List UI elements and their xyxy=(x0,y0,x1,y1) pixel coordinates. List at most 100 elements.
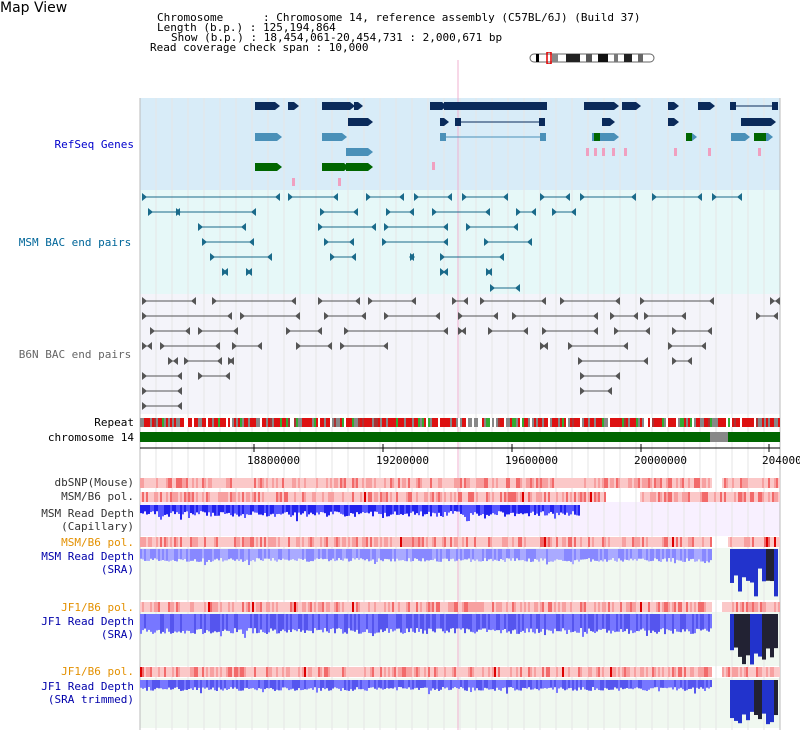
polymorphism-cell xyxy=(462,602,464,612)
polymorphism-cell xyxy=(512,667,514,677)
read-depth-bar xyxy=(208,680,210,690)
read-depth-bar xyxy=(278,505,280,514)
polymorphism-cell xyxy=(654,667,656,677)
read-depth-bar xyxy=(694,680,696,694)
jf1-depth-trimmed-label-1[interactable]: JF1 Read Depth xyxy=(41,680,134,693)
repeat-element xyxy=(718,418,720,427)
polymorphism-cell xyxy=(278,492,280,502)
gene-exon xyxy=(444,102,547,110)
jf1-pol-label[interactable]: JF1/B6 pol. xyxy=(61,601,134,614)
msm-depth-capillary-label-2[interactable]: (Capillary) xyxy=(61,520,134,533)
dbsnp-label[interactable]: dbSNP(Mouse) xyxy=(54,476,134,489)
read-depth-bar xyxy=(386,680,388,689)
polymorphism-cell xyxy=(304,478,306,488)
polymorphism-cell xyxy=(176,492,178,502)
refseq-genes-label[interactable]: RefSeq Genes xyxy=(54,138,134,151)
polymorphism-cell xyxy=(660,667,662,677)
read-depth-bar xyxy=(750,680,754,712)
polymorphism-cell xyxy=(286,492,288,502)
polymorphism-cell xyxy=(550,667,552,677)
polymorphism-cell xyxy=(384,602,386,612)
read-depth-bar xyxy=(626,614,628,629)
polymorphism-cell xyxy=(432,492,434,502)
polymorphism-cell xyxy=(268,667,270,677)
read-depth-bar xyxy=(262,614,264,633)
read-depth-bar xyxy=(196,549,198,562)
polymorphism-cell xyxy=(348,478,350,488)
read-depth-bar xyxy=(376,505,378,512)
repeat-element xyxy=(572,418,574,427)
polymorphism-cell xyxy=(348,667,350,677)
bac-end xyxy=(249,238,254,246)
b6n-bac-track[interactable] xyxy=(142,297,780,410)
msm-bac-track[interactable] xyxy=(142,193,742,292)
polymorphism-cell xyxy=(484,492,486,502)
repeat-label[interactable]: Repeat xyxy=(94,416,134,429)
polymorphism-cell xyxy=(226,602,228,612)
read-depth-bar xyxy=(560,505,562,513)
repeat-track[interactable] xyxy=(140,418,780,427)
msm-pol-label[interactable]: MSM/B6 pol. xyxy=(61,490,134,503)
read-depth-bar xyxy=(494,680,496,691)
gene-strand-arrow xyxy=(368,118,373,126)
read-depth-bar xyxy=(254,680,256,690)
read-depth-bar xyxy=(254,549,256,562)
read-depth-bar xyxy=(766,549,770,581)
coverage-tracks[interactable] xyxy=(140,478,780,725)
polymorphism-cell xyxy=(738,602,740,612)
chromosome-track-label[interactable]: chromosome 14 xyxy=(47,431,134,444)
b6n-bac-end-pairs-label[interactable]: B6N BAC end pairs xyxy=(18,348,132,361)
polymorphism-cell xyxy=(388,478,390,488)
polymorphism-cell xyxy=(616,667,618,677)
polymorphism-cell xyxy=(256,602,258,612)
repeat-element xyxy=(712,418,714,427)
polymorphism-cell xyxy=(164,667,166,677)
repeat-element xyxy=(332,418,334,427)
msm-pol-label-2[interactable]: MSM/B6 pol. xyxy=(61,536,134,549)
read-depth-bar xyxy=(214,549,216,560)
msm-bac-end-pairs-label[interactable]: MSM BAC end pairs xyxy=(18,236,132,249)
polymorphism-cell xyxy=(632,667,634,677)
repeat-element xyxy=(298,418,300,427)
chromosome-ideogram[interactable] xyxy=(528,52,658,64)
repeat-element xyxy=(604,418,606,427)
polymorphism-cell xyxy=(610,667,612,677)
read-depth-bar xyxy=(366,614,368,630)
msm-depth-capillary-label-1[interactable]: MSM Read Depth xyxy=(41,507,134,520)
polymorphism-cell xyxy=(328,478,330,488)
read-depth-bar xyxy=(682,614,684,630)
repeat-element xyxy=(200,418,202,427)
msm-depth-sra-label-2[interactable]: (SRA) xyxy=(100,563,134,576)
polymorphism-cell xyxy=(538,667,540,677)
read-depth-bar xyxy=(674,549,676,564)
read-depth-bar xyxy=(176,549,178,562)
jf1-depth-label-2[interactable]: (SRA) xyxy=(100,628,134,641)
polymorphism-cell xyxy=(242,667,244,677)
polymorphism-cell xyxy=(476,492,478,502)
polymorphism-cell xyxy=(646,478,648,488)
polymorphism-cell xyxy=(284,478,286,488)
gene-exon xyxy=(440,118,444,126)
polymorphism-cell xyxy=(540,478,542,488)
msm-depth-sra-label-1[interactable]: MSM Read Depth xyxy=(41,550,134,563)
chromosome-bar[interactable] xyxy=(140,432,780,452)
read-depth-bar xyxy=(392,680,394,689)
polymorphism-cell xyxy=(310,602,312,612)
refseq-genes-track[interactable] xyxy=(255,102,778,186)
polymorphism-cell xyxy=(768,602,770,612)
pseudogene-mark xyxy=(674,148,677,156)
jf1-depth-trimmed-label-2[interactable]: (SRA trimmed) xyxy=(47,693,134,706)
read-depth-bar xyxy=(522,614,524,631)
polymorphism-cell xyxy=(410,667,412,677)
jf1-depth-label-1[interactable]: JF1 Read Depth xyxy=(41,615,134,628)
gene-exon xyxy=(594,133,600,141)
read-depth-bar xyxy=(434,680,436,690)
jf1-pol-label-2[interactable]: JF1/B6 pol. xyxy=(61,665,134,678)
polymorphism-cell xyxy=(320,492,322,502)
read-depth-bar xyxy=(286,505,288,512)
polymorphism-cell xyxy=(494,537,496,547)
polymorphism-cell xyxy=(368,667,370,677)
polymorphism-cell xyxy=(188,492,190,502)
polymorphism-cell xyxy=(410,492,412,502)
polymorphism-cell xyxy=(762,602,764,612)
